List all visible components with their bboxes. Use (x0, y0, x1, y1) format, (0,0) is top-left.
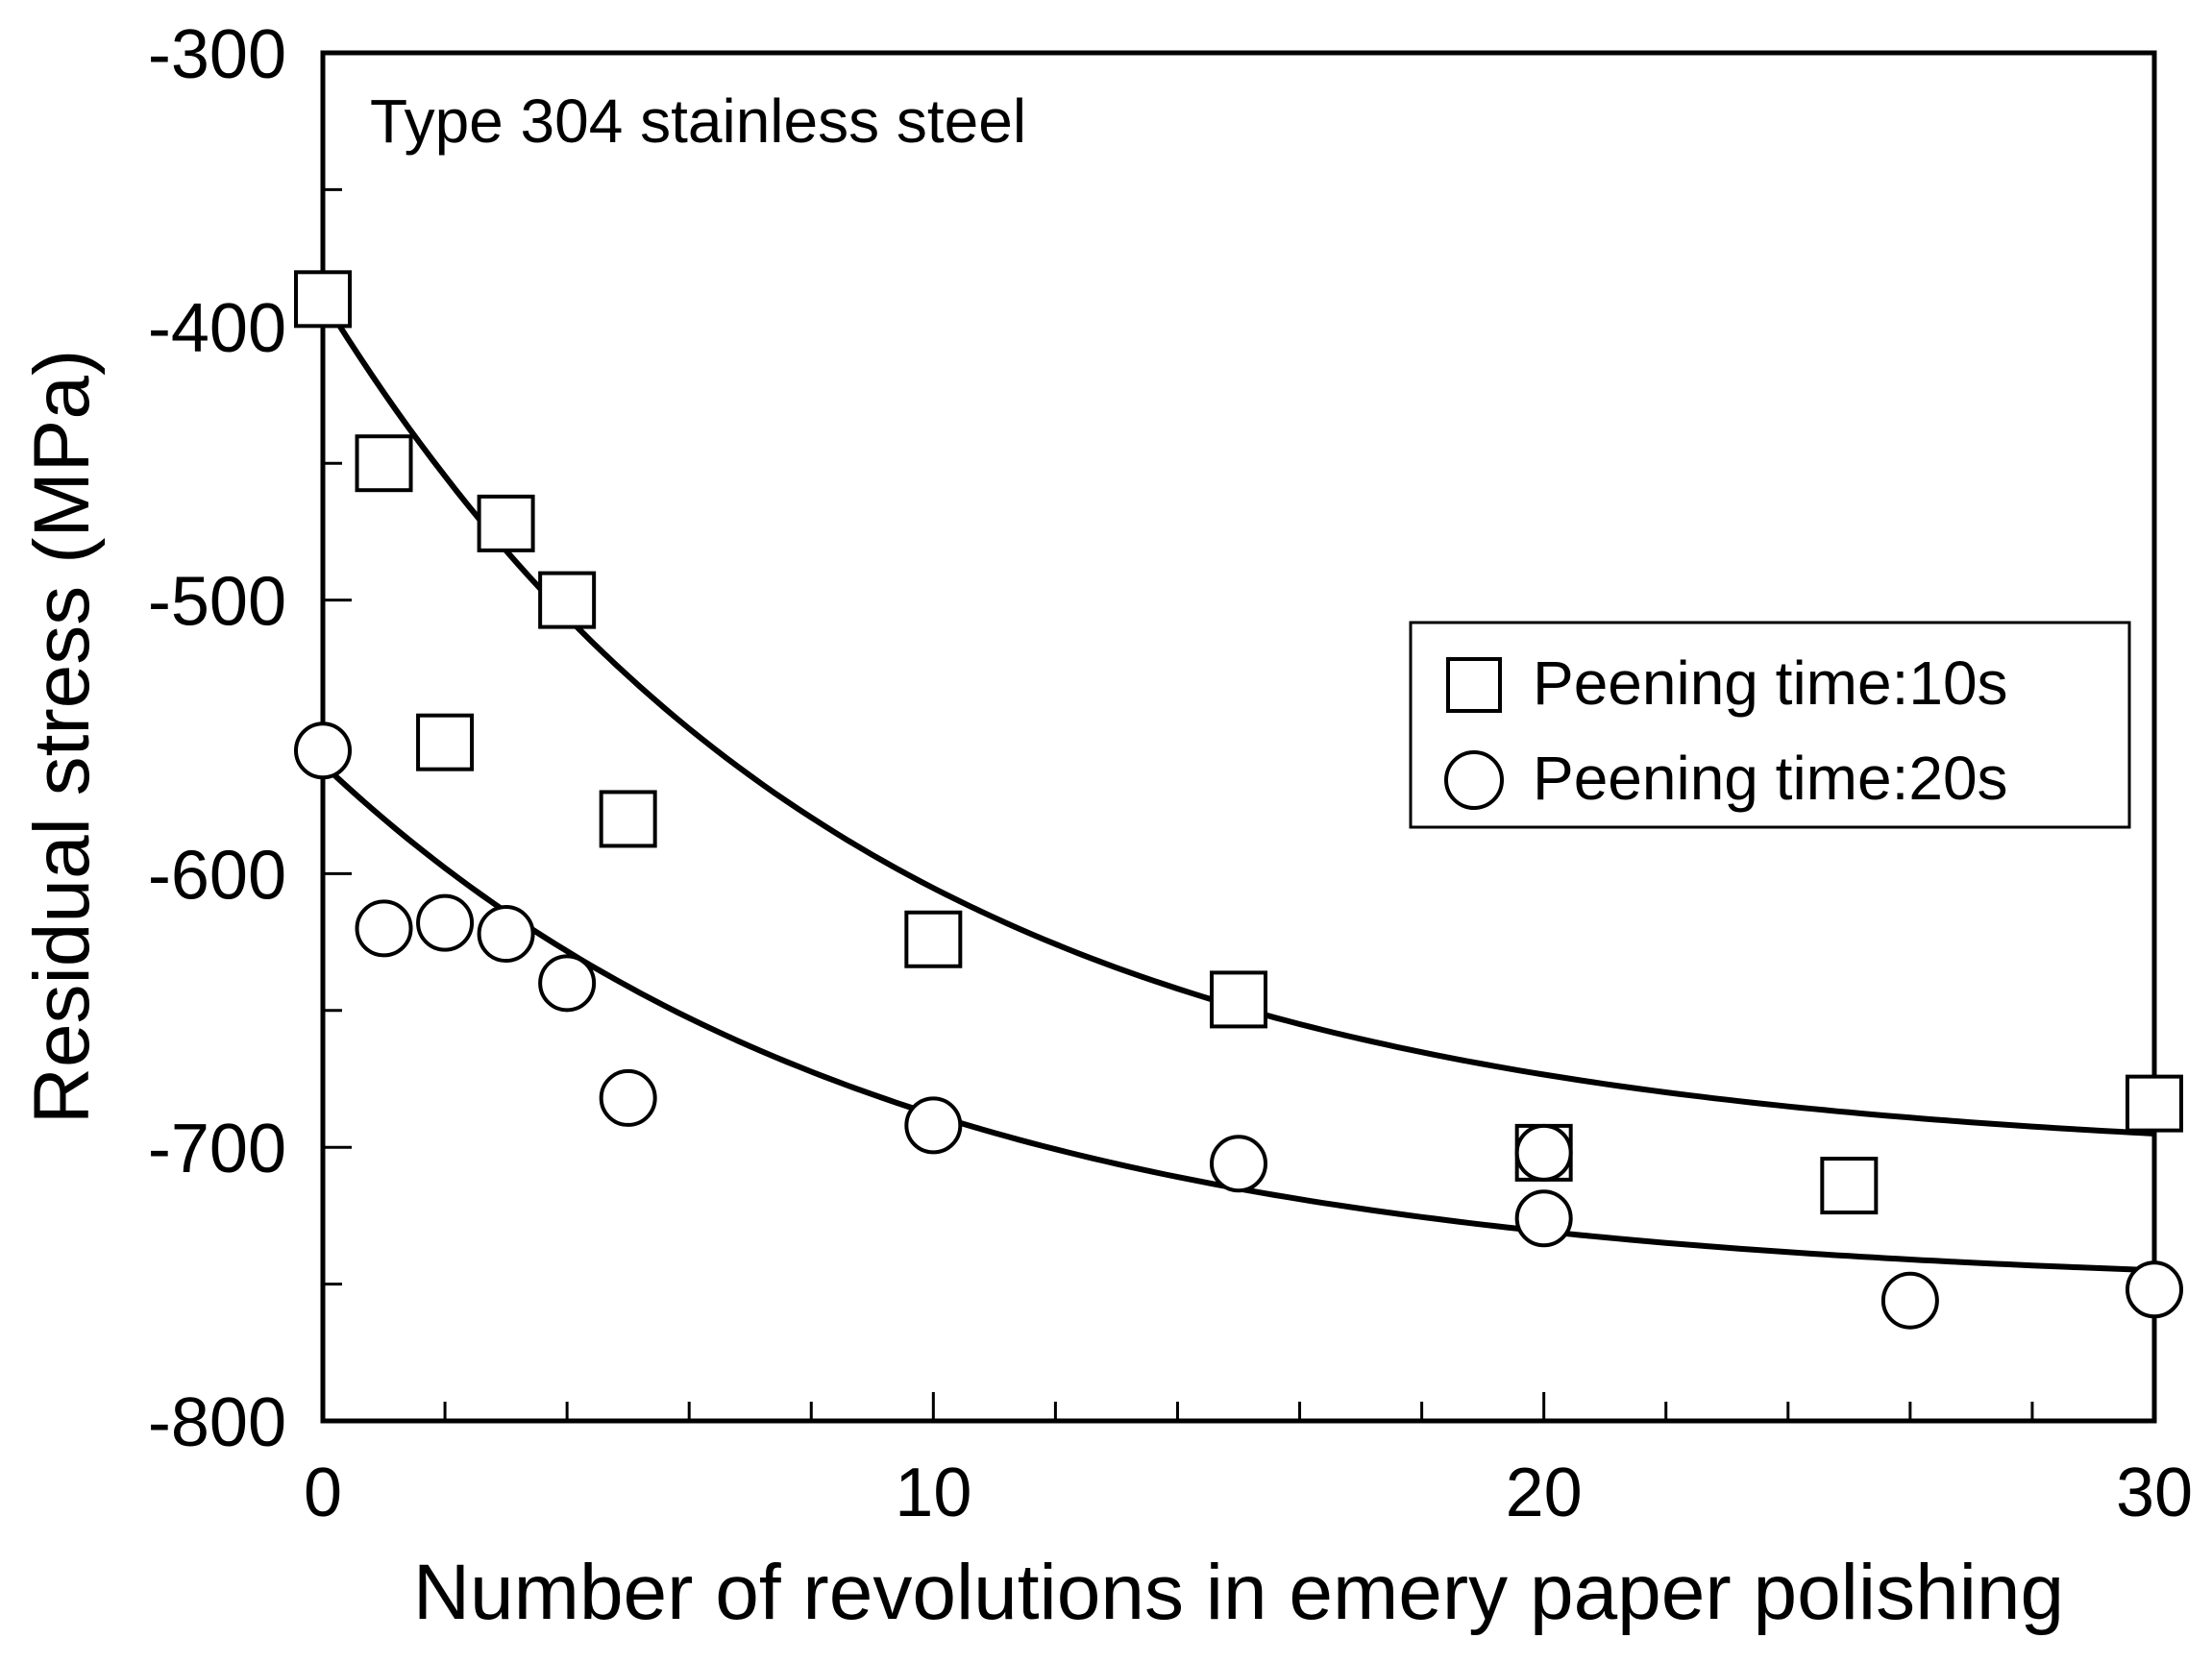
x-tick-label: 20 (1506, 1455, 1583, 1531)
circle-marker (416, 893, 475, 952)
data-markers (294, 270, 2183, 1330)
circle-marker (477, 905, 535, 964)
square-marker (2126, 1074, 2183, 1133)
y-axis-title: Residual stress (MPa) (18, 350, 106, 1125)
square-marker (355, 434, 413, 493)
square-marker (477, 494, 535, 552)
square-marker (416, 713, 475, 771)
legend-box (1409, 621, 2131, 829)
square-marker (1210, 970, 1267, 1029)
x-tick-label: 0 (304, 1455, 342, 1531)
y-tick-label: -400 (148, 290, 286, 367)
circle-marker (1514, 1123, 1573, 1182)
y-tick-labels: -300 -400 -500 -600 -700 -800 (148, 16, 286, 1461)
square-marker (904, 910, 963, 968)
circle-marker (2126, 1260, 2183, 1319)
legend-circle-marker (1444, 750, 1504, 810)
circle-marker (538, 954, 597, 1013)
x-tick-label: 30 (2116, 1455, 2193, 1531)
circle-marker (599, 1068, 657, 1127)
y-tick-label: -800 (148, 1384, 286, 1461)
chart-annotation: Type 304 stainless steel (370, 86, 1026, 156)
y-tick-label: -500 (148, 564, 286, 641)
legend-square-marker (1446, 657, 1502, 713)
legend: Peening time:10s Peening time:20s (1409, 621, 2131, 829)
x-tick-labels: 0 10 20 30 (304, 1455, 2193, 1531)
circle-marker (355, 899, 413, 958)
legend-label-10s: Peening time:10s (1533, 648, 2008, 718)
square-marker (1820, 1157, 1879, 1215)
x-tick-label: 10 (895, 1455, 971, 1531)
square-marker (538, 571, 597, 629)
legend-label-20s: Peening time:20s (1533, 744, 2008, 813)
x-axis-title: Number of revolutions in emery paper pol… (413, 1549, 2064, 1636)
circle-marker (294, 721, 352, 780)
y-tick-label: -700 (148, 1111, 286, 1187)
circle-marker (1880, 1271, 1939, 1330)
square-marker (294, 270, 352, 329)
circle-marker (1210, 1135, 1267, 1193)
square-marker (599, 790, 657, 848)
circle-marker (1514, 1189, 1573, 1248)
y-tick-label: -300 (148, 16, 286, 93)
y-tick-label: -600 (148, 837, 286, 914)
circle-marker (904, 1096, 963, 1155)
